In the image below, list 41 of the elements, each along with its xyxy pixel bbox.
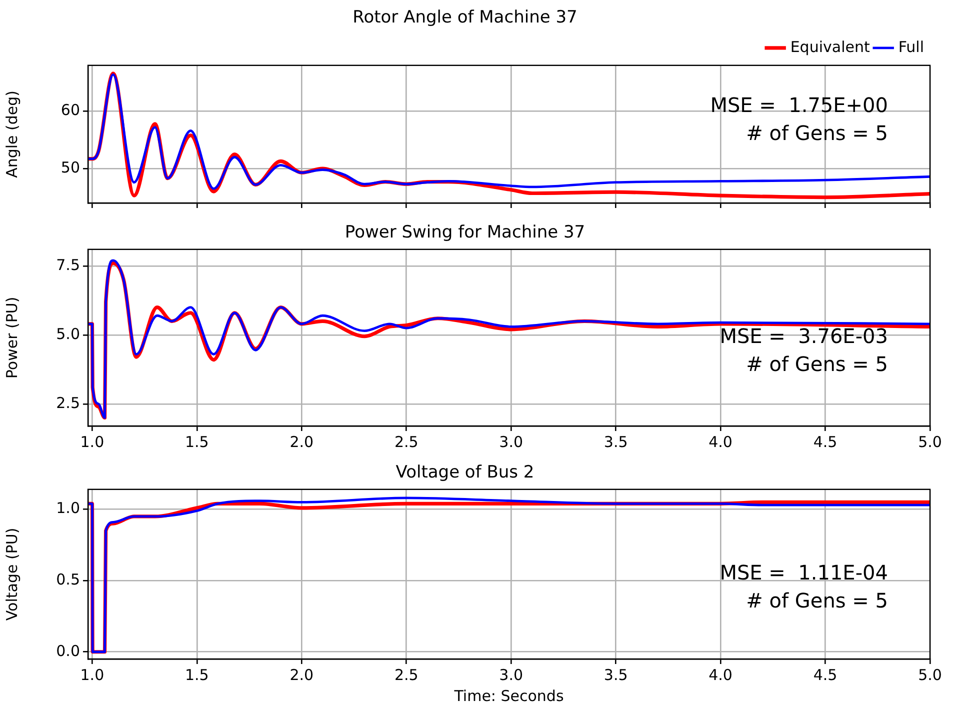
x-tick-label: 4.0	[708, 432, 732, 451]
x-tick-label: 1.0	[80, 666, 104, 684]
annotation: MSE = 1.75E+00	[710, 92, 888, 117]
x-tick-label: 3.0	[499, 666, 524, 684]
y-axis-title: Angle (deg)	[2, 90, 21, 178]
chart-title: Rotor Angle of Machine 37	[352, 8, 578, 28]
x-tick-label: 1.5	[184, 432, 209, 451]
annotation: MSE = 1.11E-04	[720, 560, 888, 584]
y-tick-label: 7.5	[56, 256, 80, 274]
y-tick-label: 5.0	[56, 324, 80, 343]
legend-label: Full	[898, 38, 924, 56]
y-tick-label: 1.0	[56, 499, 80, 518]
x-tick-label: 3.5	[604, 666, 628, 684]
x-tick-label: 4.0	[708, 666, 732, 684]
x-tick-label: 2.0	[290, 432, 314, 451]
x-tick-label: 4.5	[813, 666, 838, 684]
chart-title: Voltage of Bus 2	[396, 462, 534, 483]
y-tick-label: 60	[60, 101, 80, 120]
x-tick-label: 1.5	[184, 666, 209, 684]
annotation: # of Gens = 5	[746, 352, 888, 376]
x-axis-title: Time: Seconds	[453, 686, 564, 705]
x-tick-label: 1.0	[80, 432, 104, 451]
annotation: # of Gens = 5	[746, 120, 888, 145]
y-tick-label: 2.5	[56, 394, 80, 412]
y-axis-title: Voltage (PU)	[2, 528, 21, 621]
x-tick-label: 2.5	[394, 666, 418, 684]
x-tick-label: 3.0	[499, 432, 524, 451]
annotation: MSE = 3.76E-03	[720, 324, 888, 348]
x-tick-label: 2.0	[290, 666, 314, 684]
legend-label: Equivalent	[790, 38, 870, 56]
x-tick-label: 5.0	[918, 432, 942, 451]
x-tick-label: 5.0	[918, 666, 942, 684]
chart-title: Power Swing for Machine 37	[344, 222, 586, 243]
y-tick-label: 50	[60, 158, 80, 176]
y-tick-label: 0.0	[56, 642, 80, 660]
x-tick-label: 4.5	[813, 432, 838, 451]
annotation: # of Gens = 5	[746, 588, 888, 612]
y-tick-label: 0.5	[56, 570, 80, 589]
x-tick-label: 2.5	[394, 432, 418, 451]
x-tick-label: 3.5	[604, 432, 628, 451]
y-axis-title: Power (PU)	[2, 296, 21, 379]
